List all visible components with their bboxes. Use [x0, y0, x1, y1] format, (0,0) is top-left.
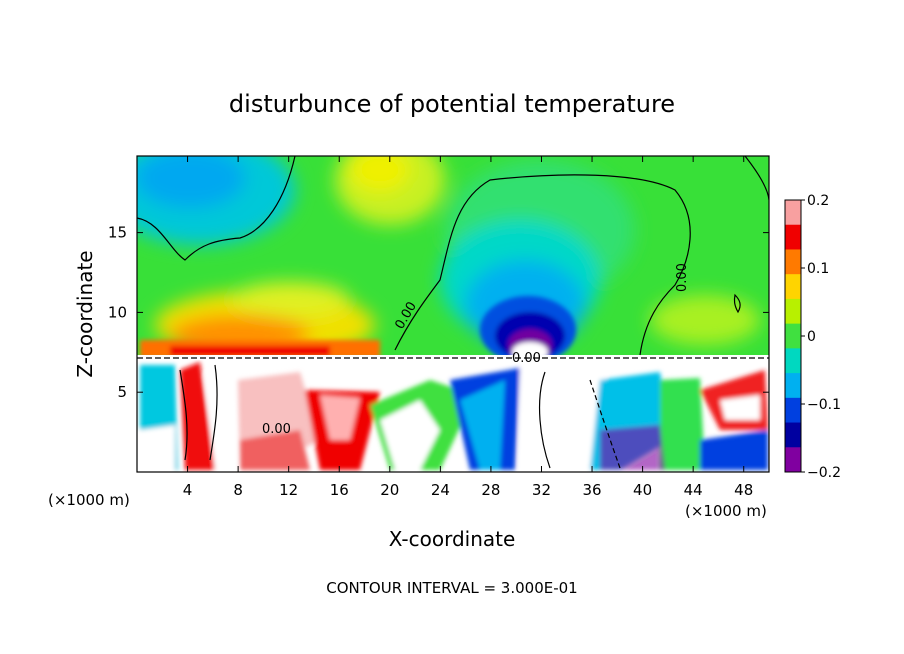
plot-area: 0.00 0.00 0.00 0.00 — [137, 156, 769, 472]
x-unit-right: (×1000 m) — [685, 502, 767, 520]
x-tick-label: 16 — [330, 481, 349, 499]
colorbar: 0.2 0.1 0 −0.1 −0.2 — [784, 193, 841, 481]
colorbar-segment — [785, 249, 801, 275]
colorbar-segment — [785, 274, 801, 300]
x-tick-label: 44 — [684, 481, 703, 499]
colorbar-tick-label: −0.2 — [807, 465, 841, 481]
x-tick-label: 32 — [532, 481, 551, 499]
colorbar-segment — [785, 397, 801, 424]
x-tick-label: 20 — [380, 481, 399, 499]
contour-label: 0.00 — [675, 263, 690, 292]
colorbar-segment — [785, 422, 801, 448]
colorbar-tick-label: 0.1 — [807, 261, 829, 277]
colorbar-tick-label: 0.2 — [807, 193, 829, 209]
colorbar-segment — [785, 373, 801, 399]
x-tick-label: 40 — [633, 481, 652, 499]
x-tick-label: 12 — [279, 481, 298, 499]
x-tick-label: 28 — [481, 481, 500, 499]
colorbar-tick-label: −0.1 — [807, 397, 841, 413]
x-unit-left: (×1000 m) — [48, 491, 130, 509]
colorbar-segment — [785, 348, 801, 374]
y-tick-label: 5 — [117, 383, 127, 401]
x-tick-label: 36 — [582, 481, 601, 499]
colorbar-tick-label: 0 — [807, 329, 816, 345]
x-tick-label: 8 — [233, 481, 243, 499]
colorbar-segment — [785, 224, 801, 250]
x-axis-label: X-coordinate — [389, 527, 516, 551]
x-tick-label: 24 — [431, 481, 450, 499]
y-tick-label: 10 — [108, 303, 127, 321]
x-tick-label: 4 — [183, 481, 193, 499]
colorbar-segment — [785, 200, 801, 226]
colorbar-segment — [785, 323, 801, 349]
plot-frame — [136, 155, 770, 473]
y-axis-label: Z-coordinate — [73, 250, 97, 377]
y-axis: 5 10 15 — [108, 224, 769, 401]
lower-turbulent-region — [137, 355, 769, 472]
x-axis: 4 8 12 16 20 24 28 32 36 40 44 48 — [183, 156, 753, 499]
colorbar-segment — [785, 298, 801, 325]
contour-lines — [137, 156, 769, 469]
colorbar-segment — [785, 447, 801, 473]
y-tick-label: 15 — [108, 224, 127, 242]
x-tick-label: 48 — [734, 481, 753, 499]
contour-label: 0.00 — [262, 422, 291, 437]
chart-title: disturbunce of potential temperature — [229, 90, 675, 118]
contour-interval-note: CONTOUR INTERVAL = 3.000E-01 — [326, 579, 577, 597]
contour-label: 0.00 — [512, 351, 541, 366]
